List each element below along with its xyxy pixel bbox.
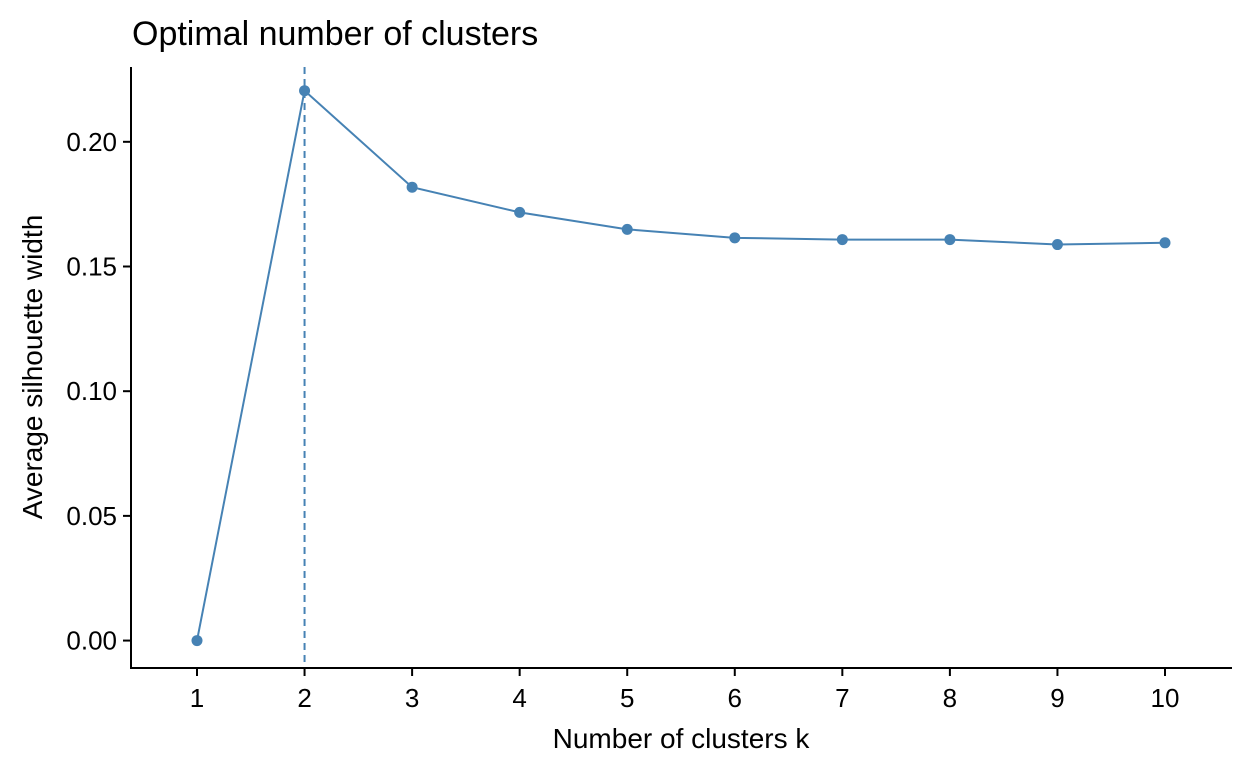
- data-point-k8: [944, 234, 956, 246]
- data-point-k1: [191, 635, 203, 647]
- plot-area: [191, 67, 1171, 668]
- y-tick-label: 0.10: [66, 376, 117, 406]
- data-point-k4: [514, 206, 526, 218]
- x-tick-label: 9: [1050, 683, 1064, 713]
- x-tick-label: 8: [943, 683, 957, 713]
- y-tick-label: 0.05: [66, 501, 117, 531]
- chart-title: Optimal number of clusters: [132, 15, 538, 53]
- x-axis-title: Number of clusters k: [553, 723, 811, 754]
- x-tick-label: 7: [835, 683, 849, 713]
- data-points: [191, 85, 1171, 647]
- x-tick-label: 1: [190, 683, 204, 713]
- data-point-k2: [299, 85, 311, 97]
- y-axis-title: Average silhouette width: [17, 215, 48, 520]
- y-tick-label: 0.00: [66, 626, 117, 656]
- x-tick-label: 3: [405, 683, 419, 713]
- series-line: [196, 88, 1166, 641]
- data-point-k9: [1051, 239, 1063, 251]
- y-tick-label: 0.20: [66, 127, 117, 157]
- y-tick-label: 0.15: [66, 252, 117, 282]
- x-tick-label: 2: [297, 683, 311, 713]
- x-tick-label: 6: [728, 683, 742, 713]
- data-point-k6: [729, 232, 741, 244]
- x-axis-ticks: 1 2 3 4 5 6 7 8 9 10: [190, 668, 1180, 713]
- y-axis-ticks: 0.00 0.05 0.10 0.15 0.20: [66, 127, 131, 656]
- data-point-k7: [836, 234, 848, 246]
- data-point-k10: [1159, 237, 1171, 249]
- data-point-k3: [406, 181, 418, 193]
- x-tick-label: 5: [620, 683, 634, 713]
- data-point-k5: [621, 223, 633, 235]
- x-tick-label: 10: [1151, 683, 1180, 713]
- x-tick-label: 4: [512, 683, 526, 713]
